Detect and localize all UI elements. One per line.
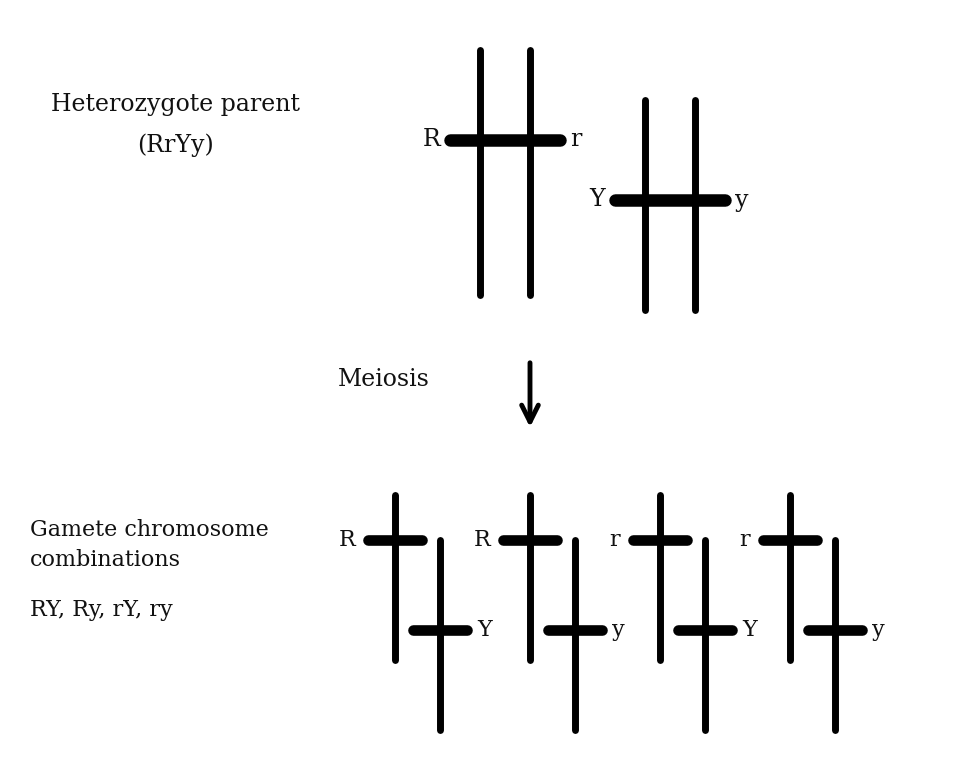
Text: Y: Y: [477, 619, 492, 641]
Text: Gamete chromosome: Gamete chromosome: [30, 519, 269, 541]
Text: Meiosis: Meiosis: [338, 369, 430, 392]
Text: R: R: [422, 129, 440, 151]
Text: r: r: [739, 529, 750, 551]
Text: r: r: [610, 529, 620, 551]
Text: RY, Ry, rY, ry: RY, Ry, rY, ry: [30, 599, 172, 621]
Text: Y: Y: [742, 619, 757, 641]
Text: y: y: [612, 619, 625, 641]
Text: R: R: [473, 529, 490, 551]
Text: y: y: [872, 619, 885, 641]
Text: combinations: combinations: [30, 549, 181, 571]
Text: (RrYy): (RrYy): [136, 133, 214, 157]
Text: Y: Y: [589, 189, 605, 212]
Text: R: R: [338, 529, 355, 551]
Text: y: y: [735, 189, 749, 212]
Text: r: r: [570, 129, 581, 151]
Text: Heterozygote parent: Heterozygote parent: [51, 93, 300, 116]
